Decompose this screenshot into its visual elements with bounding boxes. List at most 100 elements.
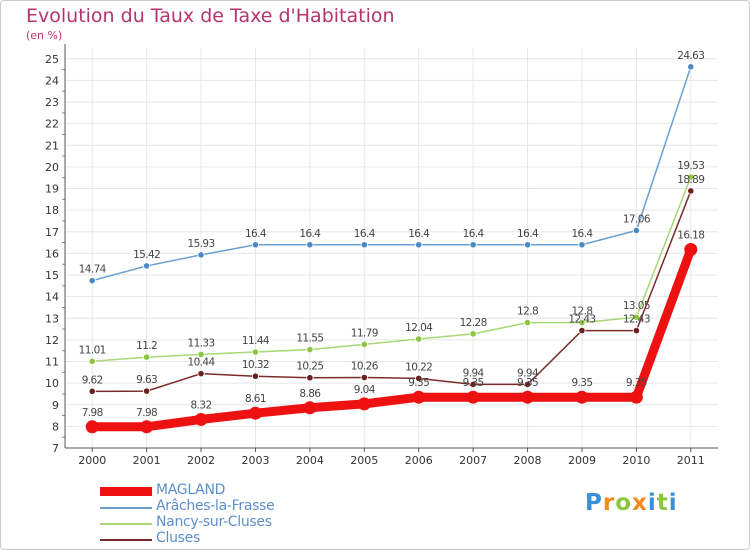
data-point	[415, 335, 423, 343]
data-point	[523, 241, 532, 249]
legend-swatch	[100, 539, 152, 541]
data-label: 8.32	[191, 399, 212, 411]
data-point	[88, 387, 96, 395]
data-label: 12.8	[571, 306, 592, 318]
data-label: 16.4	[463, 228, 485, 240]
logo-letter: i	[668, 490, 678, 516]
data-label: 9.35	[571, 377, 592, 389]
data-label: 7.98	[136, 407, 157, 419]
data-label: 18.89	[677, 174, 704, 186]
x-tick-label: 2008	[514, 454, 542, 467]
data-point	[684, 243, 698, 257]
data-label: 12.28	[460, 317, 487, 329]
chart-subtitle: (en %)	[26, 29, 63, 42]
data-label: 16.4	[571, 228, 593, 240]
data-point	[578, 318, 586, 327]
data-point	[88, 357, 96, 365]
data-label: 12.43	[623, 314, 650, 326]
data-label: 9.35	[408, 377, 429, 389]
data-label: 15.93	[188, 238, 215, 250]
legend-label: Nancy-sur-Cluses	[156, 514, 272, 530]
data-point	[251, 241, 260, 249]
legend-label: Arâches-la-Frasse	[156, 498, 275, 514]
y-tick-label: 12	[45, 334, 59, 347]
data-label: 8.86	[299, 388, 321, 400]
data-label: 11.2	[136, 340, 157, 352]
logo-letter: x	[632, 490, 648, 516]
data-label: 16.4	[299, 228, 321, 240]
data-point	[415, 241, 423, 249]
data-label: 9.35	[626, 377, 647, 389]
data-point	[469, 330, 477, 338]
data-point	[143, 353, 151, 361]
x-tick-label: 2010	[622, 454, 650, 467]
data-label: 9.94	[463, 367, 485, 379]
data-point	[469, 380, 477, 389]
data-label: 9.04	[354, 384, 376, 396]
data-label: 16.4	[408, 228, 430, 240]
logo-letter: o	[615, 490, 633, 516]
x-tick-label: 2005	[350, 454, 378, 467]
chart-title: Evolution du Taux de Taxe d'Habitation	[26, 5, 395, 27]
series-line	[91, 176, 692, 363]
x-tick-label: 2000	[78, 454, 106, 467]
data-point	[523, 318, 532, 327]
data-label: 10.22	[405, 361, 432, 373]
data-point	[687, 187, 695, 195]
data-label: 11.33	[188, 337, 215, 349]
legend-label: MAGLAND	[156, 482, 226, 498]
data-point	[466, 390, 480, 404]
y-tick-label: 22	[45, 118, 59, 131]
data-label: 15.42	[133, 249, 160, 261]
y-tick-label: 14	[45, 291, 59, 304]
data-label: 11.79	[351, 327, 378, 339]
y-tick-label: 19	[45, 183, 59, 196]
data-label: 12.04	[405, 322, 433, 334]
series-line	[87, 245, 696, 432]
data-label: 19.53	[677, 160, 704, 172]
data-point	[140, 420, 154, 434]
legend-swatch	[100, 487, 152, 496]
data-point	[143, 387, 151, 395]
data-point	[687, 173, 695, 181]
data-label: 14.74	[79, 264, 107, 276]
x-tick-label: 2004	[296, 454, 324, 467]
data-label: 7.98	[82, 407, 103, 419]
x-tick-label: 2002	[187, 454, 215, 467]
data-point	[469, 241, 477, 249]
y-tick-label: 9	[52, 399, 59, 412]
data-point	[412, 390, 426, 404]
data-label: 11.01	[79, 344, 106, 356]
data-label: 16.4	[245, 228, 267, 240]
data-label: 12.8	[517, 306, 538, 318]
data-point	[578, 241, 586, 249]
y-tick-label: 23	[45, 96, 59, 109]
data-label: 12.43	[568, 314, 595, 326]
data-point	[357, 397, 371, 411]
x-tick-label: 2006	[405, 454, 433, 467]
data-point	[360, 373, 368, 382]
y-tick-label: 10	[45, 377, 59, 390]
x-tick-label: 2009	[568, 454, 596, 467]
legend-swatch	[100, 507, 152, 509]
y-tick-label: 18	[45, 204, 59, 217]
y-tick-label: 20	[45, 161, 59, 174]
x-tick-label: 2007	[459, 454, 487, 467]
data-label: 10.26	[351, 361, 379, 373]
proxiti-logo: Proxiti	[585, 490, 678, 516]
data-label: 9.35	[517, 377, 538, 389]
series-line	[91, 66, 692, 282]
data-point	[197, 350, 205, 358]
data-point	[578, 326, 586, 335]
data-point	[303, 401, 317, 415]
legend-swatch	[100, 523, 152, 525]
y-tick-label: 7	[52, 442, 59, 455]
data-label: 16.18	[677, 230, 704, 242]
data-label: 16.4	[354, 228, 376, 240]
x-tick-label: 2003	[241, 454, 269, 467]
y-tick-label: 17	[45, 226, 59, 239]
y-tick-label: 16	[45, 247, 59, 260]
data-label: 10.44	[188, 357, 216, 369]
data-point	[523, 380, 532, 389]
data-label: 24.63	[677, 50, 704, 62]
